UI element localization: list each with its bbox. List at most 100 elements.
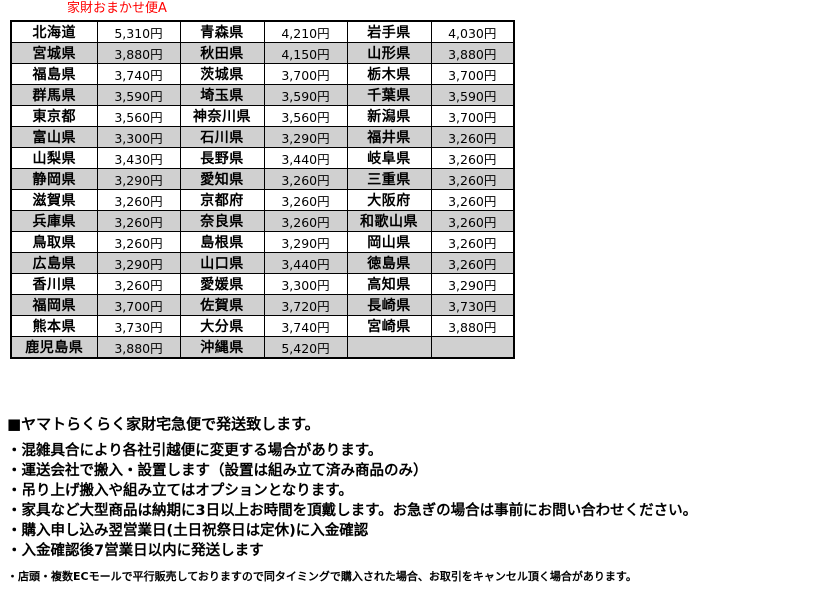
price-cell: 3,440円 bbox=[263, 147, 348, 169]
table-row: 鳥取県 3,260円 島根県 3,290円 岡山県 3,260円 bbox=[10, 231, 515, 253]
prefecture-cell: 静岡県 bbox=[10, 168, 98, 190]
prefecture-cell: 山口県 bbox=[179, 252, 265, 274]
prefecture-cell: 長野県 bbox=[179, 147, 265, 169]
table-row: 北海道 5,310円 青森県 4,210円 岩手県 4,030円 bbox=[10, 20, 515, 43]
prefecture-cell: 宮城県 bbox=[10, 42, 98, 64]
price-cell: 3,560円 bbox=[96, 105, 181, 127]
prefecture-cell: 兵庫県 bbox=[10, 210, 98, 232]
price-cell: 3,700円 bbox=[430, 63, 515, 85]
price-cell: 3,880円 bbox=[96, 336, 181, 359]
table-row: 香川県 3,260円 愛媛県 3,300円 高知県 3,290円 bbox=[10, 273, 515, 295]
table-row: 福岡県 3,700円 佐賀県 3,720円 長崎県 3,730円 bbox=[10, 294, 515, 316]
prefecture-cell: 滋賀県 bbox=[10, 189, 98, 211]
table-row: 兵庫県 3,260円 奈良県 3,260円 和歌山県 3,260円 bbox=[10, 210, 515, 232]
table-row: 東京都 3,560円 神奈川県 3,560円 新潟県 3,700円 bbox=[10, 105, 515, 127]
price-cell: 3,260円 bbox=[96, 231, 181, 253]
prefecture-cell: 北海道 bbox=[10, 20, 98, 43]
price-cell: 3,730円 bbox=[430, 294, 515, 316]
prefecture-cell: 福岡県 bbox=[10, 294, 98, 316]
prefecture-cell: 群馬県 bbox=[10, 84, 98, 106]
prefecture-cell: 山梨県 bbox=[10, 147, 98, 169]
prefecture-cell: 福島県 bbox=[10, 63, 98, 85]
prefecture-cell: 高知県 bbox=[346, 273, 432, 295]
price-cell: 4,150円 bbox=[263, 42, 348, 64]
note-line: ・家具など大型商品は納期に3日以上お時間を頂戴します。お急ぎの場合は事前にお問い… bbox=[7, 503, 698, 519]
price-cell: 3,260円 bbox=[430, 189, 515, 211]
shipping-price-table-container: 北海道 5,310円 青森県 4,210円 岩手県 4,030円 宮城県 3,880円 秋田県 4… bbox=[10, 20, 515, 359]
prefecture-cell: 広島県 bbox=[10, 252, 98, 274]
table-row: 静岡県 3,290円 愛知県 3,260円 三重県 3,260円 bbox=[10, 168, 515, 190]
price-cell: 3,590円 bbox=[430, 84, 515, 106]
price-cell: 3,260円 bbox=[96, 273, 181, 295]
price-cell: 3,290円 bbox=[263, 231, 348, 253]
prefecture-cell: 福井県 bbox=[346, 126, 432, 148]
price-cell: 3,290円 bbox=[263, 126, 348, 148]
price-cell: 3,880円 bbox=[430, 315, 515, 337]
prefecture-cell: 鳥取県 bbox=[10, 231, 98, 253]
price-cell: 3,260円 bbox=[430, 126, 515, 148]
prefecture-cell: 栃木県 bbox=[346, 63, 432, 85]
prefecture-cell: 岩手県 bbox=[346, 20, 432, 43]
shipping-notes: ■ヤマトらくらく家財宅急便で発送致します。 ・混雑具合により各社引越便に変更する… bbox=[7, 413, 807, 586]
prefecture-cell: 熊本県 bbox=[10, 315, 98, 337]
table-row: 広島県 3,290円 山口県 3,440円 徳島県 3,260円 bbox=[10, 252, 515, 274]
prefecture-cell: 秋田県 bbox=[179, 42, 265, 64]
prefecture-cell: 大分県 bbox=[179, 315, 265, 337]
price-cell: 4,210円 bbox=[263, 20, 348, 43]
price-cell: 3,260円 bbox=[430, 231, 515, 253]
prefecture-cell: 鹿児島県 bbox=[10, 336, 98, 359]
price-cell bbox=[430, 336, 515, 359]
price-cell: 3,260円 bbox=[430, 210, 515, 232]
price-cell: 4,030円 bbox=[430, 20, 515, 43]
note-line: ・運送会社で搬入・設置します（設置は組み立て済み商品のみ） bbox=[7, 463, 428, 479]
prefecture-cell: 東京都 bbox=[10, 105, 98, 127]
price-cell: 3,260円 bbox=[430, 147, 515, 169]
prefecture-cell: 岐阜県 bbox=[346, 147, 432, 169]
prefecture-cell: 山形県 bbox=[346, 42, 432, 64]
prefecture-cell: 三重県 bbox=[346, 168, 432, 190]
price-cell: 5,420円 bbox=[263, 336, 348, 359]
prefecture-cell: 富山県 bbox=[10, 126, 98, 148]
price-cell: 3,590円 bbox=[263, 84, 348, 106]
price-cell: 3,260円 bbox=[96, 189, 181, 211]
prefecture-cell: 茨城県 bbox=[179, 63, 265, 85]
price-cell: 3,260円 bbox=[263, 210, 348, 232]
note-line: ・入金確認後7営業日以内に発送します bbox=[7, 543, 264, 559]
prefecture-cell: 岡山県 bbox=[346, 231, 432, 253]
price-cell: 3,590円 bbox=[96, 84, 181, 106]
price-cell: 3,290円 bbox=[430, 273, 515, 295]
price-cell: 5,310円 bbox=[96, 20, 181, 43]
prefecture-cell: 京都府 bbox=[179, 189, 265, 211]
prefecture-cell: 香川県 bbox=[10, 273, 98, 295]
price-cell: 3,880円 bbox=[430, 42, 515, 64]
table-row: 宮城県 3,880円 秋田県 4,150円 山形県 3,880円 bbox=[10, 42, 515, 64]
prefecture-cell: 島根県 bbox=[179, 231, 265, 253]
table-row: 熊本県 3,730円 大分県 3,740円 宮崎県 3,880円 bbox=[10, 315, 515, 337]
price-cell: 3,260円 bbox=[430, 168, 515, 190]
prefecture-cell: 青森県 bbox=[179, 20, 265, 43]
price-cell: 3,560円 bbox=[263, 105, 348, 127]
price-cell: 3,880円 bbox=[96, 42, 181, 64]
price-cell: 3,740円 bbox=[96, 63, 181, 85]
table-row: 富山県 3,300円 石川県 3,290円 福井県 3,260円 bbox=[10, 126, 515, 148]
prefecture-cell: 佐賀県 bbox=[179, 294, 265, 316]
prefecture-cell: 石川県 bbox=[179, 126, 265, 148]
price-cell: 3,430円 bbox=[96, 147, 181, 169]
price-cell: 3,700円 bbox=[430, 105, 515, 127]
table-row: 山梨県 3,430円 長野県 3,440円 岐阜県 3,260円 bbox=[10, 147, 515, 169]
notes-fine-print: ・店頭・複数ECモールで平行販売しておりますので同タイミングで購入された場合、お… bbox=[7, 570, 637, 583]
note-line: ・吊り上げ搬入や組み立てはオプションとなります。 bbox=[7, 483, 353, 499]
prefecture-cell: 埼玉県 bbox=[179, 84, 265, 106]
table-row: 群馬県 3,590円 埼玉県 3,590円 千葉県 3,590円 bbox=[10, 84, 515, 106]
price-cell: 3,260円 bbox=[263, 168, 348, 190]
price-cell: 3,260円 bbox=[430, 252, 515, 274]
shipping-price-table: 北海道 5,310円 青森県 4,210円 岩手県 4,030円 宮城県 3,880円 秋田県 4… bbox=[10, 20, 515, 359]
prefecture-cell: 奈良県 bbox=[179, 210, 265, 232]
price-cell: 3,290円 bbox=[96, 252, 181, 274]
note-line: ・購入申し込み翌営業日(土日祝祭日は定休)に入金確認 bbox=[7, 523, 369, 539]
prefecture-cell: 和歌山県 bbox=[346, 210, 432, 232]
price-cell: 3,740円 bbox=[263, 315, 348, 337]
price-cell: 3,720円 bbox=[263, 294, 348, 316]
price-cell: 3,290円 bbox=[96, 168, 181, 190]
note-line: ・混雑具合により各社引越便に変更する場合があります。 bbox=[7, 443, 383, 459]
